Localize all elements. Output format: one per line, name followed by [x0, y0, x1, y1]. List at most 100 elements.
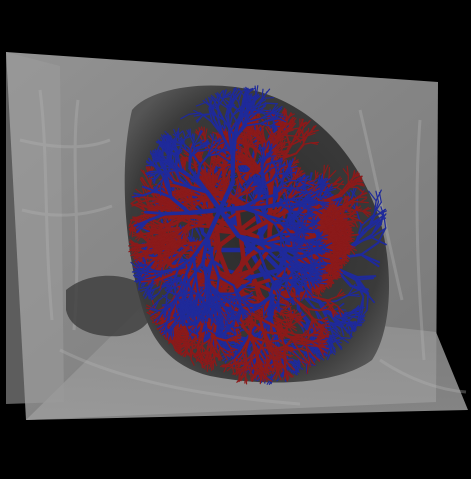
artery-segment — [272, 314, 282, 321]
artery-segment — [265, 136, 272, 143]
vein-segment — [350, 329, 353, 339]
vein-segment — [346, 323, 351, 333]
artery-segment — [212, 131, 222, 136]
artery-segment — [236, 172, 246, 179]
artery-segment — [275, 142, 282, 148]
vein-segment — [273, 119, 276, 130]
vein-segment — [153, 284, 165, 290]
vein-segment — [333, 334, 341, 340]
artery-segment — [333, 177, 342, 184]
artery-segment — [141, 197, 156, 203]
artery-segment — [295, 317, 304, 327]
artery-segment — [315, 173, 322, 179]
artery-segment — [336, 180, 344, 188]
vein-segment — [151, 293, 159, 301]
vein-segment — [339, 321, 349, 334]
artery-segment — [253, 310, 260, 316]
pulmonary-vessel-tree — [128, 85, 387, 385]
artery-segment — [140, 169, 147, 178]
artery-segment — [279, 319, 289, 322]
artery-segment — [294, 319, 304, 328]
artery-segment — [132, 216, 141, 219]
vein-segment — [347, 289, 360, 296]
vein-segment — [336, 303, 345, 310]
artery-segment — [292, 315, 304, 318]
artery-segment — [285, 314, 290, 324]
artery-segment — [243, 170, 256, 175]
vein-segment — [338, 316, 349, 325]
vein-segment — [333, 338, 341, 342]
artery-segment — [236, 171, 246, 174]
vein-segment — [302, 295, 316, 310]
artery-segment — [315, 171, 319, 179]
artery-segment — [235, 166, 243, 185]
vein-segment — [326, 351, 332, 361]
vein-segment — [329, 339, 334, 347]
vein-segment — [266, 316, 271, 339]
artery-segment — [128, 218, 133, 227]
vein-segment — [138, 286, 149, 290]
vein-segment — [324, 337, 332, 340]
abdominal-shadow — [66, 275, 154, 337]
artery-segment — [265, 127, 271, 136]
vein-segment — [316, 297, 328, 318]
artery-segment — [152, 260, 157, 272]
vein-segment — [352, 308, 360, 311]
artery-segment — [279, 319, 286, 326]
artery-segment — [236, 327, 241, 334]
artery-segment — [333, 182, 345, 186]
artery-segment — [323, 164, 325, 176]
artery-segment — [247, 319, 250, 329]
vein-segment — [347, 293, 360, 296]
artery-segment — [134, 234, 142, 240]
vein-segment — [252, 191, 255, 199]
artery-segment — [146, 194, 150, 208]
artery-segment — [130, 196, 142, 205]
vein-segment — [149, 289, 155, 299]
artery-segment — [134, 251, 144, 257]
artery-segment — [131, 245, 139, 254]
artery-segment — [279, 284, 288, 291]
artery-segment — [323, 164, 329, 176]
artery-segment — [275, 146, 280, 154]
vein-segment — [330, 328, 342, 339]
vein-segment — [297, 307, 308, 323]
artery-segment — [249, 290, 256, 299]
artery-segment — [270, 135, 274, 146]
artery-segment — [141, 177, 149, 188]
artery-segment — [219, 164, 229, 172]
artery-segment — [131, 244, 141, 247]
artery-segment — [328, 170, 337, 179]
artery-segment — [243, 130, 246, 141]
sagittal-plane — [6, 52, 64, 404]
artery-segment — [237, 147, 248, 152]
vein-segment — [307, 319, 319, 332]
vein-segment — [347, 309, 354, 316]
vein-segment — [326, 340, 332, 347]
artery-segment — [220, 167, 229, 176]
vein-segment — [335, 294, 350, 302]
vein-segment — [340, 336, 352, 340]
artery-segment — [280, 145, 290, 149]
artery-segment — [131, 200, 143, 207]
artery-segment — [159, 279, 163, 291]
artery-segment — [249, 289, 258, 292]
vein-segment — [340, 336, 349, 344]
artery-segment — [243, 150, 248, 157]
vein-segment — [326, 311, 341, 323]
vein-segment — [333, 340, 342, 344]
vein-segment — [348, 320, 353, 331]
artery-segment — [328, 167, 331, 179]
vein-segment — [333, 324, 339, 334]
artery-segment — [228, 171, 231, 183]
artery-segment — [277, 323, 286, 328]
artery-segment — [204, 128, 208, 138]
artery-segment — [131, 232, 141, 237]
vein-segment — [331, 324, 339, 330]
artery-segment — [240, 170, 257, 185]
artery-segment — [133, 245, 141, 254]
artery-segment — [285, 314, 294, 319]
artery-segment — [280, 139, 284, 149]
